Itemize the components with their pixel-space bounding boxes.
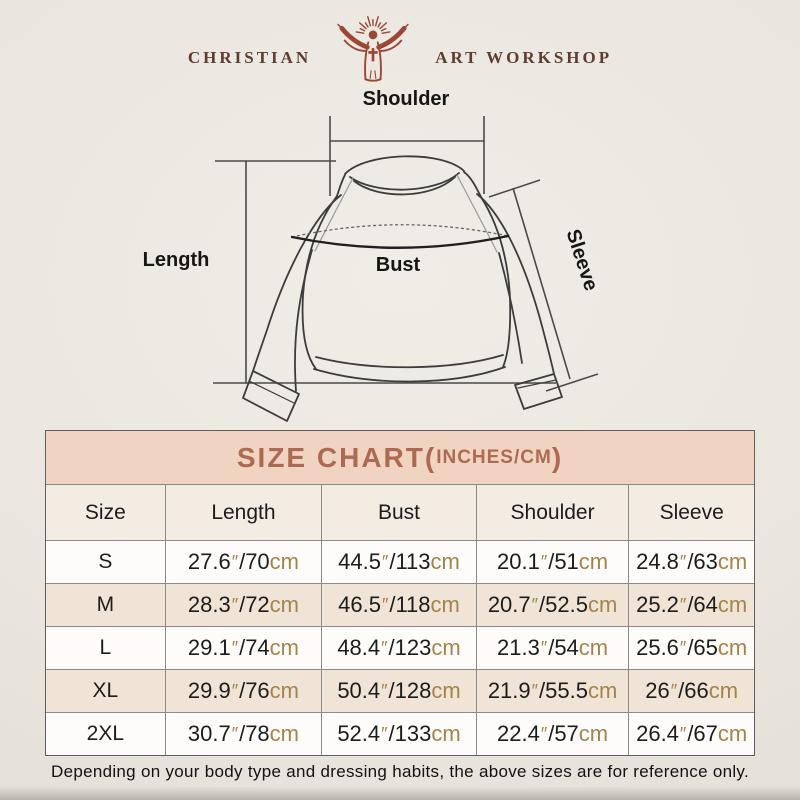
measurement-cell: 21.3 ″/54 cm [477, 627, 630, 669]
measurement-cell: 29.1 ″/74 cm [166, 627, 323, 669]
size-value: L [46, 627, 166, 669]
measurement-cell: 44.5 ″/113 cm [322, 541, 477, 583]
measurement-cell: 25.2 ″/64 cm [636, 592, 748, 617]
shoulder-label: Shoulder [363, 88, 450, 110]
measurement-cell: 21.9 ″/55.5 cm [477, 670, 630, 712]
measurement-cell: 25.6 ″/65 cm [636, 635, 748, 660]
size-table-body: S 27.6 ″/70 cm 44.5 ″/113 cm 20.1 ″/51 cm 24.8 ″/63… [46, 540, 754, 755]
sleeve-label: Sleeve [561, 227, 602, 294]
title-main: SIZE CHART( [236, 441, 437, 473]
sweater-drawing [242, 155, 563, 422]
disclaimer-text: Depending on your body type and dressing… [51, 762, 749, 781]
measurement-cell: 28.3 ″/72 cm [166, 584, 323, 626]
brand-name-right: ART WORKSHOP [435, 48, 613, 67]
measurement-cell: 27.6 ″/70 cm [166, 541, 323, 583]
column-header-length: Length [166, 485, 323, 540]
measurement-cell: 29.9 ″/76 cm [166, 670, 323, 712]
size-chart-title: SIZE CHART(INCHES/CM) [46, 431, 754, 484]
length-measure-line [213, 160, 556, 384]
title-units: INCHES/CM [436, 446, 552, 468]
size-value: M [46, 584, 166, 626]
measurement-lines [213, 116, 599, 392]
table-row: M 28.3 ″/72 cm 46.5 ″/118 cm 20.7 ″/52.5 cm 25.2 ″ /… [46, 583, 754, 626]
size-chart-table: SIZE CHART(INCHES/CM) Size Length Bust S… [45, 430, 755, 756]
title-close: ) [551, 441, 564, 473]
bottom-shadow [0, 786, 800, 800]
table-row: XL 29.9 ″/76 cm 50.4 ″/128 cm 21.9 ″/55.5 cm 26 ″/6… [46, 669, 754, 712]
column-header-size: Size [46, 485, 166, 540]
measurement-cell: 52.4 ″/133 cm [322, 713, 477, 755]
measurement-cell: 24.8 ″/63 cm [636, 549, 748, 574]
length-label: Length [143, 249, 210, 271]
measurement-cell: 20.7 ″/52.5 cm [477, 584, 630, 626]
shoulder-measure-line [329, 116, 485, 196]
measurement-cell: 50.4 ″/128 cm [322, 670, 477, 712]
table-row: L 29.1 ″/74 cm 48.4 ″/123 cm 21.3 ″/54 cm 25.6 ″/65… [46, 626, 754, 669]
measurement-cell: 48.4 ″/123 cm [322, 627, 477, 669]
size-value: S [46, 541, 166, 583]
table-header-row: Size Length Bust Shoulder Sleeve [46, 484, 754, 540]
measurement-cell: 26.4 ″/67 cm [636, 721, 748, 746]
measurement-cell: 26 ″/66 cm [645, 678, 739, 703]
sleeve-measure-line [488, 179, 599, 392]
table-row: 2XL 30.7 ″/78 cm 52.4 ″/133 cm 22.4 ″/57 cm 26.4 ″ /… [46, 712, 754, 755]
measurement-cell: 20.1 ″/51 cm [477, 541, 630, 583]
bust-label: Bust [376, 254, 421, 276]
column-header-shoulder: Shoulder [477, 485, 630, 540]
measurement-cell: 22.4 ″/57 cm [477, 713, 630, 755]
brand-logo: CHRISTIAN [0, 10, 800, 90]
brand-name-left: CHRISTIAN [187, 48, 312, 67]
column-header-sleeve: Sleeve [659, 500, 724, 524]
size-value: 2XL [46, 713, 166, 755]
column-header-bust: Bust [322, 485, 477, 540]
jesus-logo-icon [337, 15, 409, 82]
sweater-measurement-diagram: Shoulder Length Bust Sleeve [143, 88, 602, 422]
table-row: S 27.6 ″/70 cm 44.5 ″/113 cm 20.1 ″/51 cm 24.8 ″/63… [46, 540, 754, 583]
size-value: XL [46, 670, 166, 712]
measurement-cell: 46.5 ″/118 cm [322, 584, 477, 626]
measurement-cell: 30.7 ″/78 cm [166, 713, 323, 755]
